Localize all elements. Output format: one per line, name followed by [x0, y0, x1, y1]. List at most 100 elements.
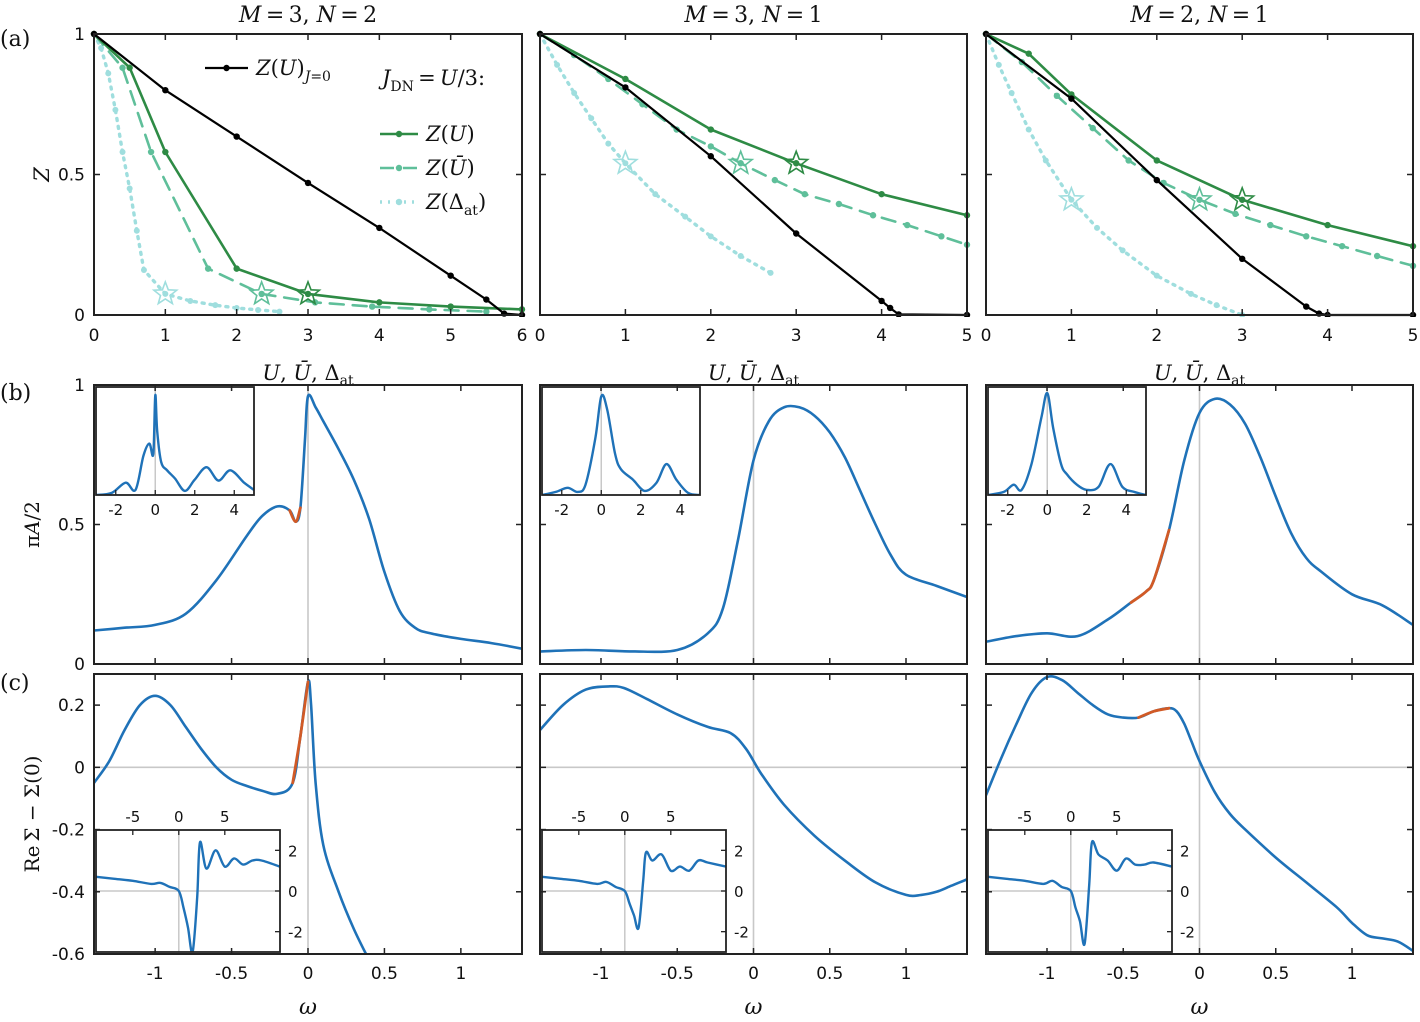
x-tick-label: 0.5: [816, 964, 843, 984]
main-curve: [986, 675, 1413, 952]
panel-c1: -5 0 5 2 0 -2 -1 -0.5 0 0.5 1 0.2 0 -0.2 -0.4 -0.6 ω Re Σ…: [20, 673, 523, 1020]
y-tick-label: 1: [74, 376, 85, 396]
legend-header: JDN = U/3:: [378, 66, 485, 95]
data-point: [233, 133, 240, 140]
series-group: [982, 30, 1417, 317]
data-point: [571, 90, 578, 97]
inset-x-tick-label: 2: [1082, 501, 1092, 519]
data-point: [869, 212, 877, 219]
data-point: [622, 160, 629, 167]
x-tick-label: -1: [147, 964, 164, 984]
x-tick-label: 4: [876, 326, 887, 346]
plot-area: [986, 674, 1413, 954]
inset-frame: [95, 386, 255, 496]
data-point: [801, 190, 808, 198]
data-point: [771, 176, 779, 184]
data-point: [369, 303, 376, 310]
data-point: [605, 140, 612, 147]
x-tick-label: 0.5: [371, 964, 398, 984]
data-point: [126, 185, 133, 192]
x-tick-label: 2: [231, 326, 242, 346]
x-tick-label: 0: [303, 964, 314, 984]
inset-x-tick-label: 5: [220, 808, 230, 826]
data-point: [112, 106, 119, 113]
data-point: [1213, 302, 1220, 309]
star-marker: [1228, 185, 1256, 212]
data-point: [162, 148, 169, 156]
data-point: [258, 290, 265, 298]
x-axis-label: ω: [299, 995, 317, 1020]
inset-x-tick-label: -2: [1000, 501, 1015, 519]
inset-curve: [988, 391, 1146, 495]
x-tick-label: 6: [517, 326, 528, 346]
series-line-cyan-dotted: [92, 32, 282, 314]
data-point: [447, 272, 454, 279]
star-marker: [727, 149, 755, 175]
inset-curve: [988, 839, 1172, 947]
inset-y-tick-label: -2: [288, 924, 303, 942]
data-point: [938, 233, 945, 240]
data-point: [995, 61, 1002, 68]
panel-b1: -2 0 2 4 0 0.5 1 πA/2: [20, 376, 523, 675]
data-point: [1125, 157, 1132, 164]
data-point: [622, 75, 629, 83]
data-point: [98, 45, 105, 52]
legend-marker: [395, 164, 403, 172]
data-point: [793, 160, 800, 167]
plot-area: [540, 674, 967, 954]
inset-x-tick-label: 0: [596, 501, 606, 519]
inset-area: [542, 830, 726, 952]
star-marker: [1185, 185, 1214, 212]
data-point: [1089, 124, 1096, 132]
inset: -2 0 2 4: [95, 386, 255, 519]
inset-bg: [988, 387, 1146, 495]
x-tick-label: 2: [705, 326, 716, 346]
inset-curve: [96, 840, 280, 952]
legend-marker: [395, 198, 403, 206]
inset: -5 0 5 2 0 -2: [987, 808, 1195, 953]
inset-x-tick-label: 4: [229, 501, 239, 519]
highlight-curve: [1137, 706, 1171, 719]
legend-marker: [223, 64, 230, 72]
plot-area: [986, 385, 1413, 664]
inset-frame: [541, 386, 701, 496]
inset-y-tick-label: 0: [1180, 883, 1190, 901]
inset-curve: [542, 850, 726, 931]
inset-x-tick-label: -5: [1017, 808, 1032, 826]
panel-a3: M = 2, N = 1 0 1 2 3 4 5 U, Ū, Δat: [981, 3, 1419, 389]
panel-a2: M = 3, N = 1 0 1 2 3 4 5 U, Ū, Δat: [535, 3, 973, 389]
data-point: [1267, 221, 1274, 229]
y-tick-label: -0.6: [52, 945, 85, 965]
data-point: [133, 227, 140, 234]
data-point: [1239, 255, 1246, 262]
main-curve: [540, 684, 967, 898]
x-tick-label: 0: [1194, 964, 1205, 984]
star-marker: [294, 279, 322, 306]
x-tick-label: -1: [593, 964, 610, 984]
x-tick-label: 1: [455, 964, 466, 984]
data-point: [376, 299, 383, 306]
x-tick-label: 0.5: [1262, 964, 1289, 984]
legend-entry-zdelta: Z(Δat): [425, 190, 486, 219]
highlight-curve: [288, 506, 302, 524]
data-point: [588, 115, 595, 122]
data-point: [1303, 303, 1310, 310]
data-point: [204, 265, 212, 272]
data-point: [1239, 196, 1246, 203]
data-point: [1232, 210, 1239, 218]
y-axis-label: Re Σ − Σ(0): [20, 756, 44, 873]
data-point: [1068, 95, 1075, 102]
inset-x-tick-label: 0: [1042, 501, 1052, 519]
x-tick-label: -0.5: [661, 964, 694, 984]
main-curve: [986, 397, 1413, 643]
data-point: [652, 191, 659, 198]
x-tick-label: 0: [89, 326, 100, 346]
y-tick-label: 0: [74, 758, 85, 778]
series-line-teal-dashed: [538, 32, 969, 247]
series-line-green-solid: [538, 32, 969, 217]
x-tick-label: -1: [1039, 964, 1056, 984]
data-point: [162, 290, 169, 297]
legend-entry-zu: Z(U): [425, 122, 475, 146]
data-point: [162, 87, 169, 94]
data-point: [878, 297, 885, 305]
